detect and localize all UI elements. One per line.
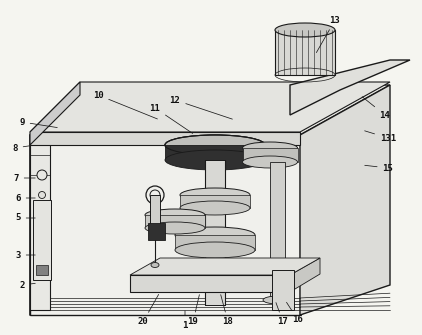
Text: 5: 5 [15,213,35,222]
Text: 14: 14 [362,97,390,120]
Text: 3: 3 [15,251,35,260]
Polygon shape [243,148,298,162]
Polygon shape [290,60,410,115]
Text: 10: 10 [92,90,157,119]
Text: 6: 6 [15,194,35,202]
Polygon shape [130,275,290,292]
Polygon shape [205,160,225,305]
Polygon shape [30,82,80,145]
Polygon shape [300,95,388,313]
Ellipse shape [180,201,250,215]
Polygon shape [180,195,250,208]
Polygon shape [30,135,300,315]
Text: 9: 9 [19,118,57,128]
Bar [36,265,48,275]
Text: 18: 18 [221,295,233,327]
Polygon shape [30,140,50,310]
Text: 19: 19 [188,295,199,327]
Ellipse shape [175,242,255,258]
Ellipse shape [145,209,205,221]
Bar [33,200,51,280]
Ellipse shape [165,135,265,155]
Ellipse shape [165,135,265,155]
Ellipse shape [145,222,205,234]
Text: 13: 13 [316,15,341,53]
Polygon shape [130,258,320,275]
Ellipse shape [180,188,250,202]
Text: 20: 20 [138,294,159,327]
Text: 131: 131 [365,131,396,142]
Polygon shape [30,85,390,135]
Ellipse shape [243,156,298,168]
Text: 15: 15 [365,163,393,173]
Polygon shape [145,215,205,228]
Bar [275,30,335,75]
Ellipse shape [275,23,335,37]
Ellipse shape [37,170,47,180]
Text: 12: 12 [170,95,233,119]
Ellipse shape [38,192,46,199]
Text: 2: 2 [19,280,35,289]
Ellipse shape [151,263,159,268]
Text: 11: 11 [150,104,193,133]
Polygon shape [300,230,388,315]
Ellipse shape [175,227,255,243]
Text: 8: 8 [12,143,32,152]
Text: 1: 1 [182,311,188,330]
Polygon shape [300,85,390,315]
Polygon shape [30,82,390,132]
Polygon shape [30,132,300,145]
Bar [272,270,294,310]
Ellipse shape [243,142,298,154]
Polygon shape [148,223,165,240]
Ellipse shape [165,150,265,170]
Polygon shape [165,145,265,160]
Ellipse shape [263,296,293,304]
Text: 17: 17 [276,303,288,327]
Polygon shape [175,235,255,250]
Polygon shape [270,162,285,300]
Text: 7: 7 [14,174,35,183]
Text: 16: 16 [287,302,303,325]
Bar [150,195,160,225]
Polygon shape [290,258,320,292]
